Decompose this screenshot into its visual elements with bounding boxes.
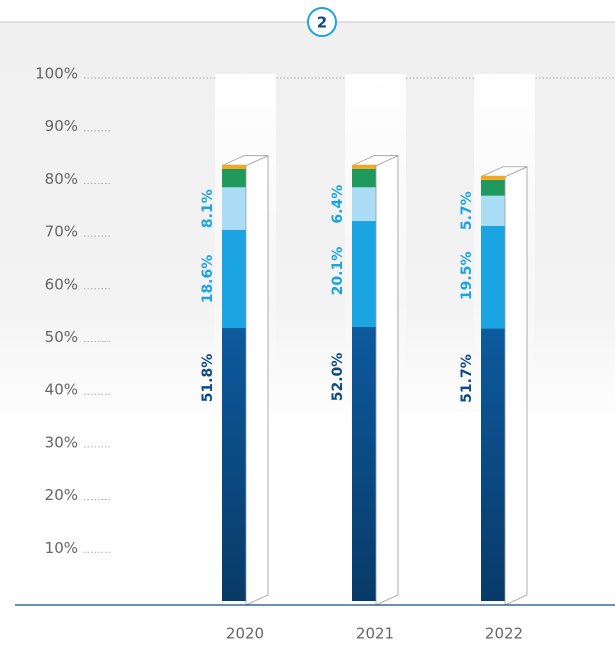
value-label: 52.0%: [330, 353, 346, 402]
y-tick-label: 20%: [45, 486, 78, 504]
bar-segment: [222, 187, 246, 230]
y-tick-label: 30%: [45, 433, 78, 451]
value-label: 20.1%: [330, 247, 346, 296]
badge: 2: [317, 14, 327, 32]
y-tick-label: 100%: [35, 65, 78, 83]
value-label: 5.7%: [459, 191, 475, 230]
bar-segment: [481, 225, 505, 329]
value-label: 19.5%: [459, 251, 475, 300]
y-tick-label: 70%: [45, 223, 78, 241]
y-tick-label: 50%: [45, 328, 78, 346]
bar-segment: [352, 165, 376, 169]
y-tick-label: 10%: [45, 539, 78, 557]
y-tick-label: 40%: [45, 381, 78, 399]
bar-segment: [352, 187, 376, 222]
value-label: 8.1%: [200, 189, 216, 228]
plot: 10% 20% 30% 40% 50% 60% 70% 80% 90% 100% 51.8% 18.6…: [15, 65, 615, 643]
y-tick-label: 80%: [45, 170, 78, 188]
y-tick-label: 90%: [45, 117, 78, 135]
bar-side: [375, 155, 399, 606]
bar-segment: [481, 328, 505, 601]
badge-circle: [307, 7, 337, 37]
x-tick-label: 2022: [485, 625, 523, 643]
bar-segment: [352, 221, 376, 327]
value-label: 51.8%: [200, 354, 216, 403]
bar-segment: [481, 176, 505, 180]
bar-segment: [222, 328, 246, 601]
bar-segment: [481, 195, 505, 226]
value-label: 51.7%: [459, 354, 475, 403]
x-tick-label: 2021: [356, 625, 394, 643]
y-tick-label: 60%: [45, 275, 78, 293]
bar-side: [245, 155, 269, 606]
bar-segment: [352, 168, 376, 188]
x-tick-label: 2020: [226, 625, 264, 643]
bar-segment: [481, 179, 505, 196]
bar-segment: [352, 326, 376, 601]
bar-segment: [222, 165, 246, 169]
bar-side: [504, 166, 528, 606]
value-label: 6.4%: [330, 185, 346, 224]
bar-segment: [222, 229, 246, 329]
bar-segment: [222, 168, 246, 188]
value-label: 18.6%: [200, 255, 216, 304]
